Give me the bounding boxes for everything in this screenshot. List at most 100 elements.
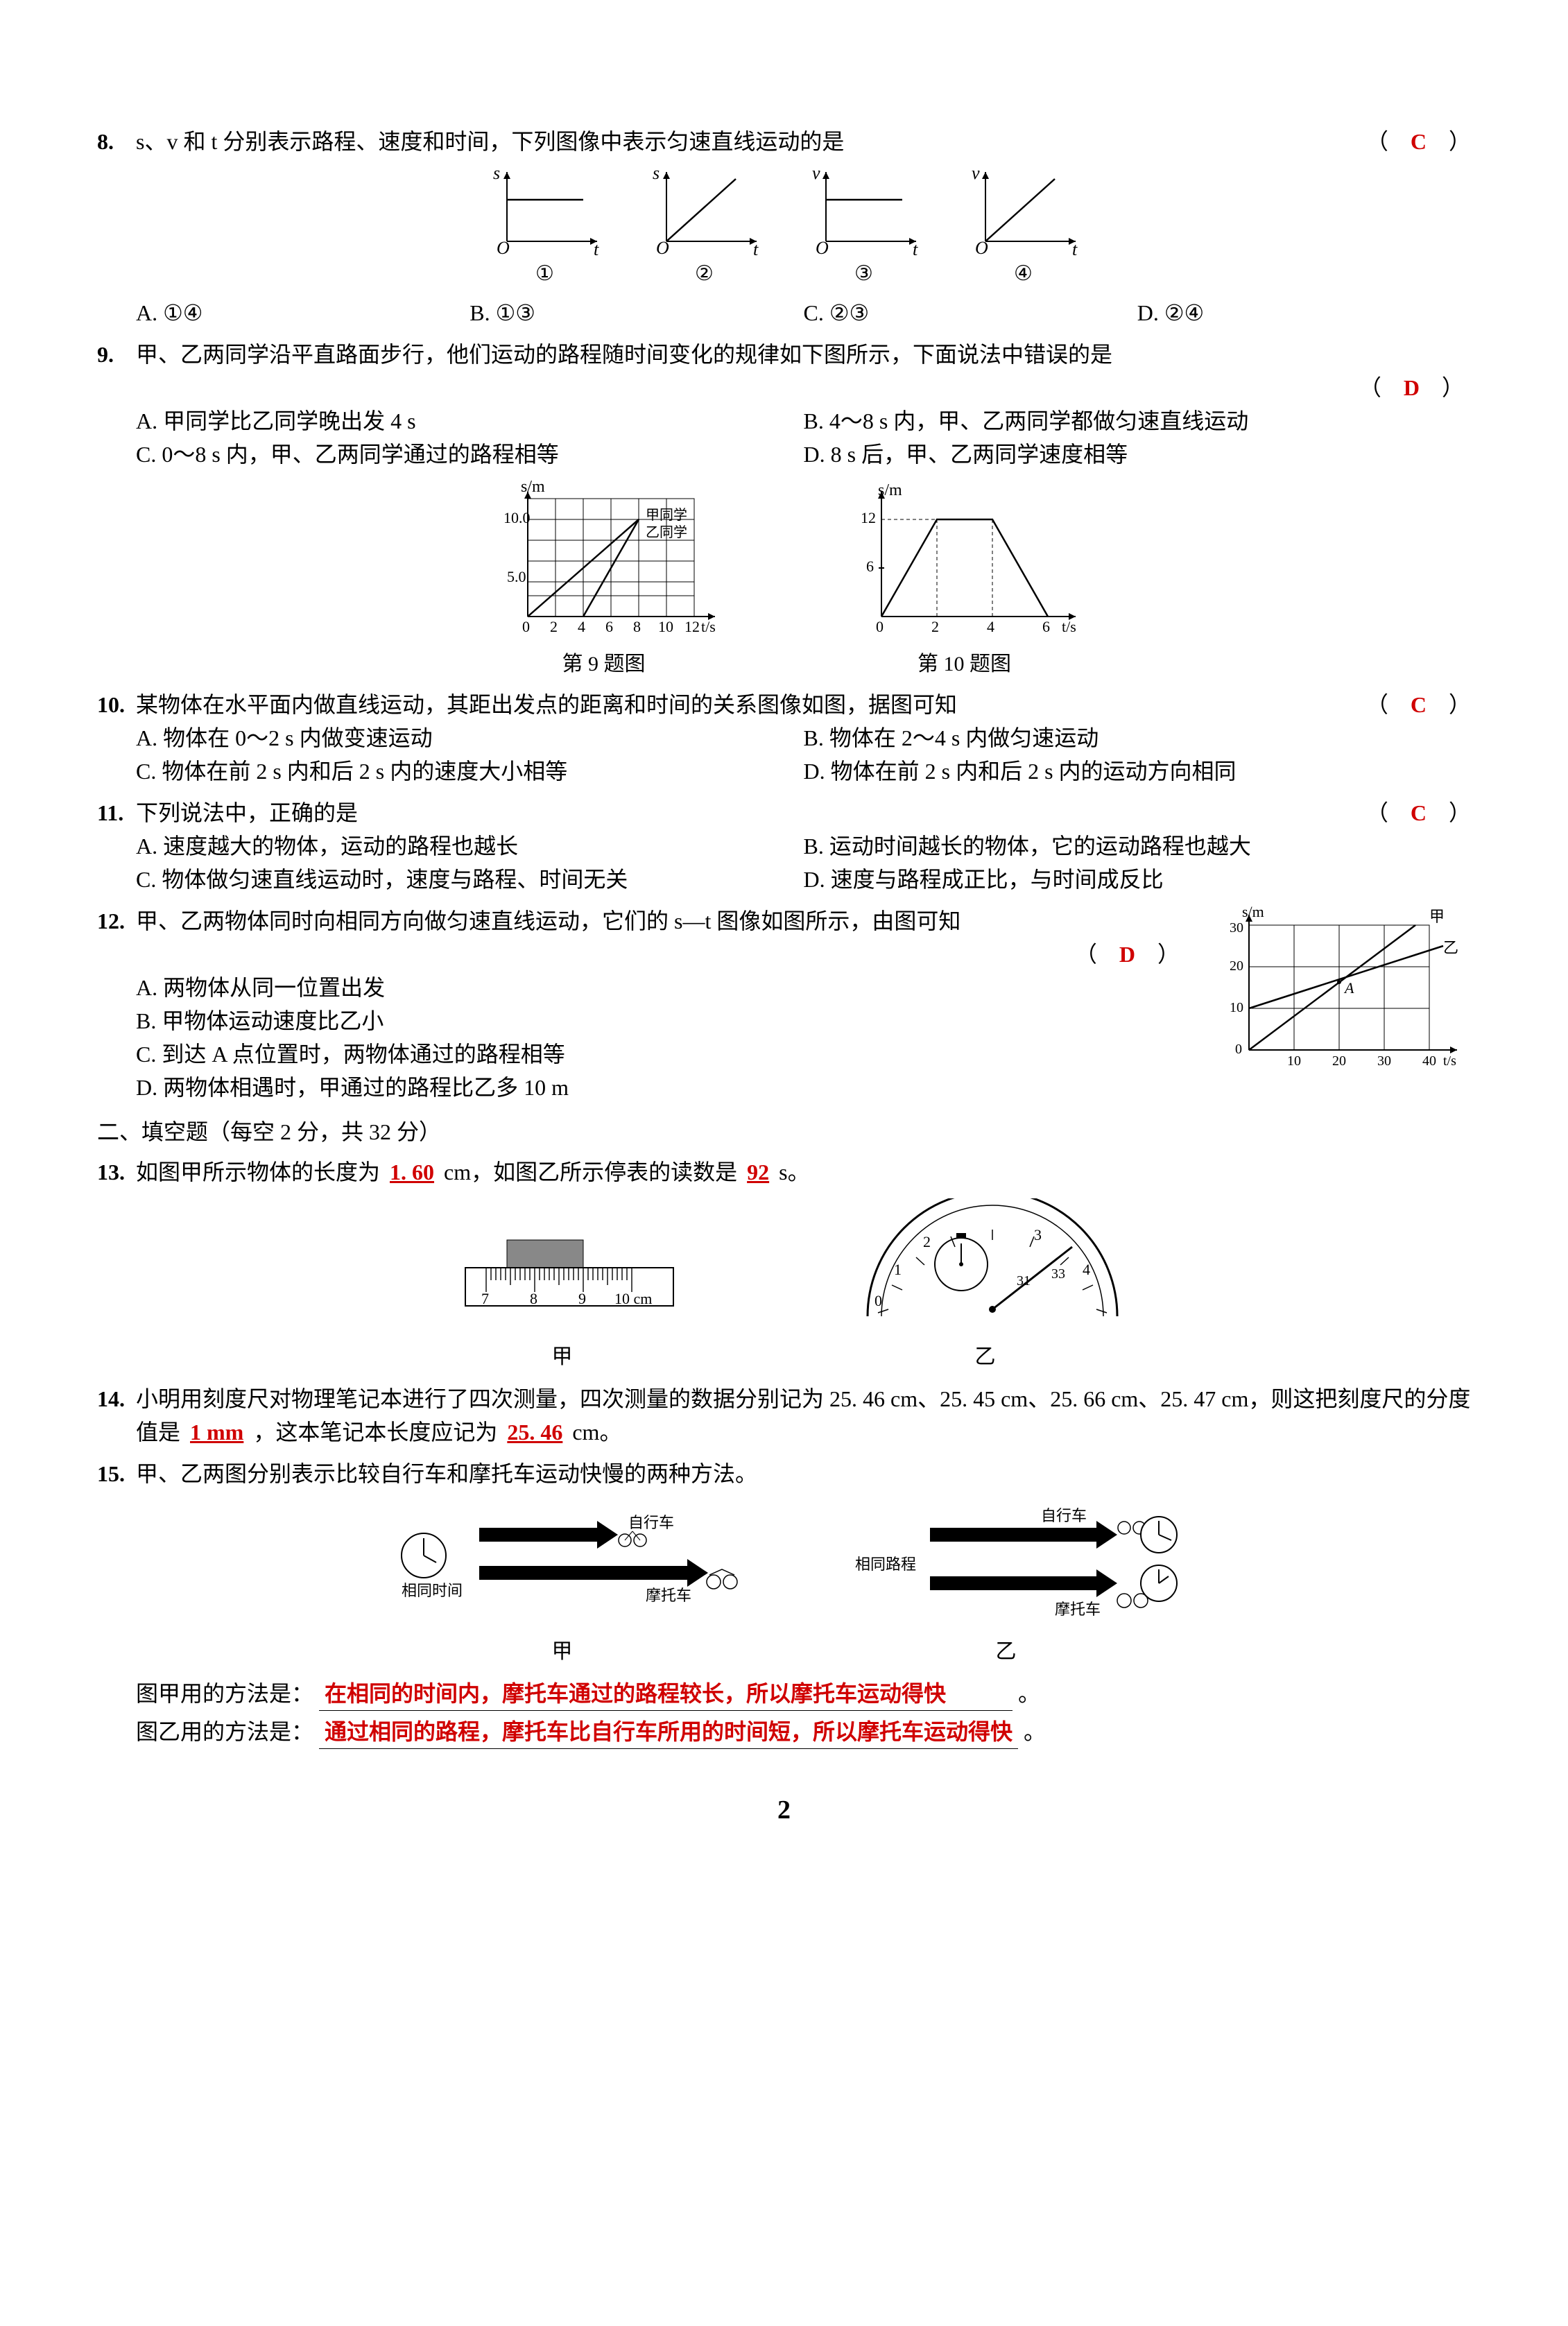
- q13-ruler: 7 8 9 10 cm 甲: [438, 1226, 687, 1372]
- q15-period1: 。: [1018, 1681, 1040, 1706]
- svg-text:0: 0: [522, 618, 530, 635]
- svg-text:t/s: t/s: [1062, 618, 1076, 635]
- q9-stem: 甲、乙两同学沿平直路面步行，他们运动的路程随时间变化的规律如下图所示，下面说法中…: [136, 342, 1112, 367]
- svg-text:O: O: [816, 238, 829, 255]
- svg-text:3: 3: [1034, 1226, 1042, 1243]
- q15-line: 15. 甲、乙两图分别表示比较自行车和摩托车运动快慢的两种方法。: [97, 1457, 1471, 1490]
- q9-answer: D: [1404, 375, 1420, 400]
- q8-graphs-row: s t O ① s t O ②: [97, 165, 1471, 289]
- q8-g2-label: ②: [646, 258, 764, 289]
- close-paren: ）: [1427, 688, 1471, 721]
- svg-text:2: 2: [923, 1233, 931, 1250]
- svg-text:甲: 甲: [1429, 908, 1445, 925]
- q11-opt-d: D. 速度与路程成正比，与时间成反比: [804, 863, 1472, 896]
- open-paren: （: [1366, 125, 1411, 158]
- svg-text:自行车: 自行车: [1041, 1507, 1087, 1524]
- q15-text: 甲、乙两图分别表示比较自行车和摩托车运动快慢的两种方法。: [136, 1457, 1471, 1490]
- question-14: 14. 小明用刻度尺对物理笔记本进行了四次测量，四次测量的数据分别记为 25. …: [97, 1382, 1471, 1449]
- svg-text:30: 30: [1230, 920, 1243, 936]
- svg-text:s: s: [653, 165, 660, 183]
- svg-text:2: 2: [550, 618, 558, 635]
- section-2-header: 二、填空题（每空 2 分，共 32 分）: [97, 1115, 1471, 1148]
- q15-fig-jia: 相同时间 自行车 摩托车 甲: [382, 1500, 743, 1667]
- q15-ans1: 在相同的时间内，摩托车通过的路程较长，所以摩托车运动得快: [319, 1677, 1013, 1711]
- q12-text: 甲、乙两物体同时向相同方向做匀速直线运动，它们的 s—t 图像如图所示，由图可知: [136, 904, 1207, 938]
- q8-graph-1: s t O ①: [486, 165, 604, 289]
- svg-text:40: 40: [1422, 1053, 1436, 1069]
- q9-line: 9. 甲、乙两同学沿平直路面步行，他们运动的路程随时间变化的规律如下图所示，下面…: [97, 338, 1471, 371]
- svg-text:10: 10: [1230, 1000, 1243, 1015]
- q9-opt-b: B. 4～8 s 内，甲、乙两同学都做匀速直线运动: [804, 404, 1472, 438]
- q9-opt-c: C. 0～8 s 内，甲、乙两同学通过的路程相等: [136, 438, 804, 471]
- svg-text:2: 2: [931, 618, 939, 635]
- q8-graph-3: v t O ③: [805, 165, 923, 289]
- svg-text:摩托车: 摩托车: [646, 1587, 691, 1604]
- q9-answer-row: （ D ）: [97, 371, 1471, 404]
- q10-opt-d: D. 物体在前 2 s 内和后 2 s 内的运动方向相同: [804, 755, 1472, 788]
- q11-opt-c: C. 物体做匀速直线运动时，速度与路程、时间无关: [136, 863, 804, 896]
- svg-text:t: t: [1072, 239, 1078, 255]
- svg-text:6: 6: [1042, 618, 1050, 635]
- q13-blank1: 1. 60: [386, 1160, 438, 1184]
- svg-text:t: t: [594, 239, 599, 255]
- q8-graph-2: s t O ②: [646, 165, 764, 289]
- svg-text:9: 9: [578, 1290, 586, 1307]
- q9-options-row2: C. 0～8 s 内，甲、乙两同学通过的路程相等 D. 8 s 后，甲、乙两同学…: [136, 438, 1471, 471]
- q13-stopwatch: 0 1 2 3 4 31 33: [840, 1198, 1131, 1372]
- q12-opt-c: C. 到达 A 点位置时，两物体通过的路程相等: [136, 1037, 1207, 1071]
- svg-text:s/m: s/m: [1242, 904, 1264, 920]
- open-paren: （: [1366, 796, 1411, 829]
- q8-line: 8. s、v 和 t 分别表示路程、速度和时间，下列图像中表示匀速直线运动的是 …: [97, 125, 1471, 158]
- q8-g1-label: ①: [486, 258, 604, 289]
- svg-text:t/s: t/s: [1443, 1053, 1456, 1069]
- q10-opts-r1: A. 物体在 0～2 s 内做变速运动 B. 物体在 2～4 s 内做匀速运动: [136, 721, 1471, 755]
- svg-text:4: 4: [1083, 1261, 1090, 1278]
- q10-opts-r2: C. 物体在前 2 s 内和后 2 s 内的速度大小相等 D. 物体在前 2 s…: [136, 755, 1471, 788]
- q11-opts-r1: A. 速度越大的物体，运动的路程也越长 B. 运动时间越长的物体，它的运动路程也…: [136, 829, 1471, 863]
- q10-opt-a: A. 物体在 0～2 s 内做变速运动: [136, 721, 804, 755]
- svg-text:8: 8: [633, 618, 641, 635]
- q15-figures: 相同时间 自行车 摩托车 甲 相同路程: [97, 1500, 1471, 1667]
- q14-number: 14.: [97, 1382, 136, 1415]
- svg-text:v: v: [972, 165, 980, 183]
- svg-text:20: 20: [1230, 958, 1243, 974]
- q15-ans2-line: 图乙用的方法是： 通过相同的路程，摩托车比自行车所用的时间短，所以摩托车运动得快…: [136, 1715, 1471, 1749]
- q11-text: 下列说法中，正确的是: [136, 796, 1366, 829]
- svg-text:v: v: [812, 165, 820, 183]
- q10-fig-caption: 第 10 题图: [840, 648, 1089, 680]
- q10-figure: s/m 12 6 0 2 4 6 t/s 第 10 题图: [840, 478, 1089, 680]
- svg-text:4: 4: [987, 618, 994, 635]
- svg-text:相同时间: 相同时间: [402, 1582, 463, 1599]
- q13-ruler-label: 甲: [438, 1341, 687, 1372]
- q13-line: 13. 如图甲所示物体的长度为 1. 60 cm，如图乙所示停表的读数是 92 …: [97, 1155, 1471, 1189]
- q9-text: 甲、乙两同学沿平直路面步行，他们运动的路程随时间变化的规律如下图所示，下面说法中…: [136, 338, 1471, 371]
- q11-opt-a: A. 速度越大的物体，运动的路程也越长: [136, 829, 804, 863]
- svg-text:s: s: [493, 165, 500, 183]
- q13-figures: 7 8 9 10 cm 甲 0 1: [97, 1198, 1471, 1372]
- q14-t3: cm。: [572, 1420, 621, 1445]
- q11-number: 11.: [97, 796, 136, 829]
- q15-ans1-label: 图甲用的方法是：: [136, 1681, 313, 1706]
- q12-opt-d: D. 两物体相遇时，甲通过的路程比乙多 10 m: [136, 1071, 1207, 1104]
- q11-opt-b: B. 运动时间越长的物体，它的运动路程也越大: [804, 829, 1472, 863]
- svg-text:20: 20: [1332, 1053, 1346, 1069]
- q15-jia-label: 甲: [382, 1636, 743, 1667]
- q9-figure: s/m: [479, 478, 729, 680]
- svg-text:t/s: t/s: [701, 618, 716, 635]
- svg-text:8: 8: [530, 1290, 537, 1307]
- q8-options: A. ①④ B. ①③ C. ②③ D. ②④: [136, 296, 1471, 329]
- question-9: 9. 甲、乙两同学沿平直路面步行，他们运动的路程随时间变化的规律如下图所示，下面…: [97, 338, 1471, 680]
- svg-text:10: 10: [658, 618, 673, 635]
- q15-ans2-label: 图乙用的方法是：: [136, 1719, 313, 1744]
- q9-number: 9.: [97, 338, 136, 371]
- svg-text:10: 10: [1287, 1053, 1301, 1069]
- svg-text:1: 1: [894, 1261, 902, 1278]
- q15-ans2: 通过相同的路程，摩托车比自行车所用的时间短，所以摩托车运动得快: [319, 1715, 1018, 1749]
- q8-opt-c: C. ②③: [804, 296, 1137, 329]
- q12-figure: s/m 甲 乙 A 0 10: [1207, 904, 1471, 1104]
- q12-answer: D: [1119, 942, 1135, 967]
- question-11: 11. 下列说法中，正确的是 （ C ） A. 速度越大的物体，运动的路程也越长…: [97, 796, 1471, 896]
- q9-opt-a: A. 甲同学比乙同学晚出发 4 s: [136, 404, 804, 438]
- svg-text:A: A: [1343, 979, 1354, 997]
- question-15: 15. 甲、乙两图分别表示比较自行车和摩托车运动快慢的两种方法。 相同时间 自行…: [97, 1457, 1471, 1749]
